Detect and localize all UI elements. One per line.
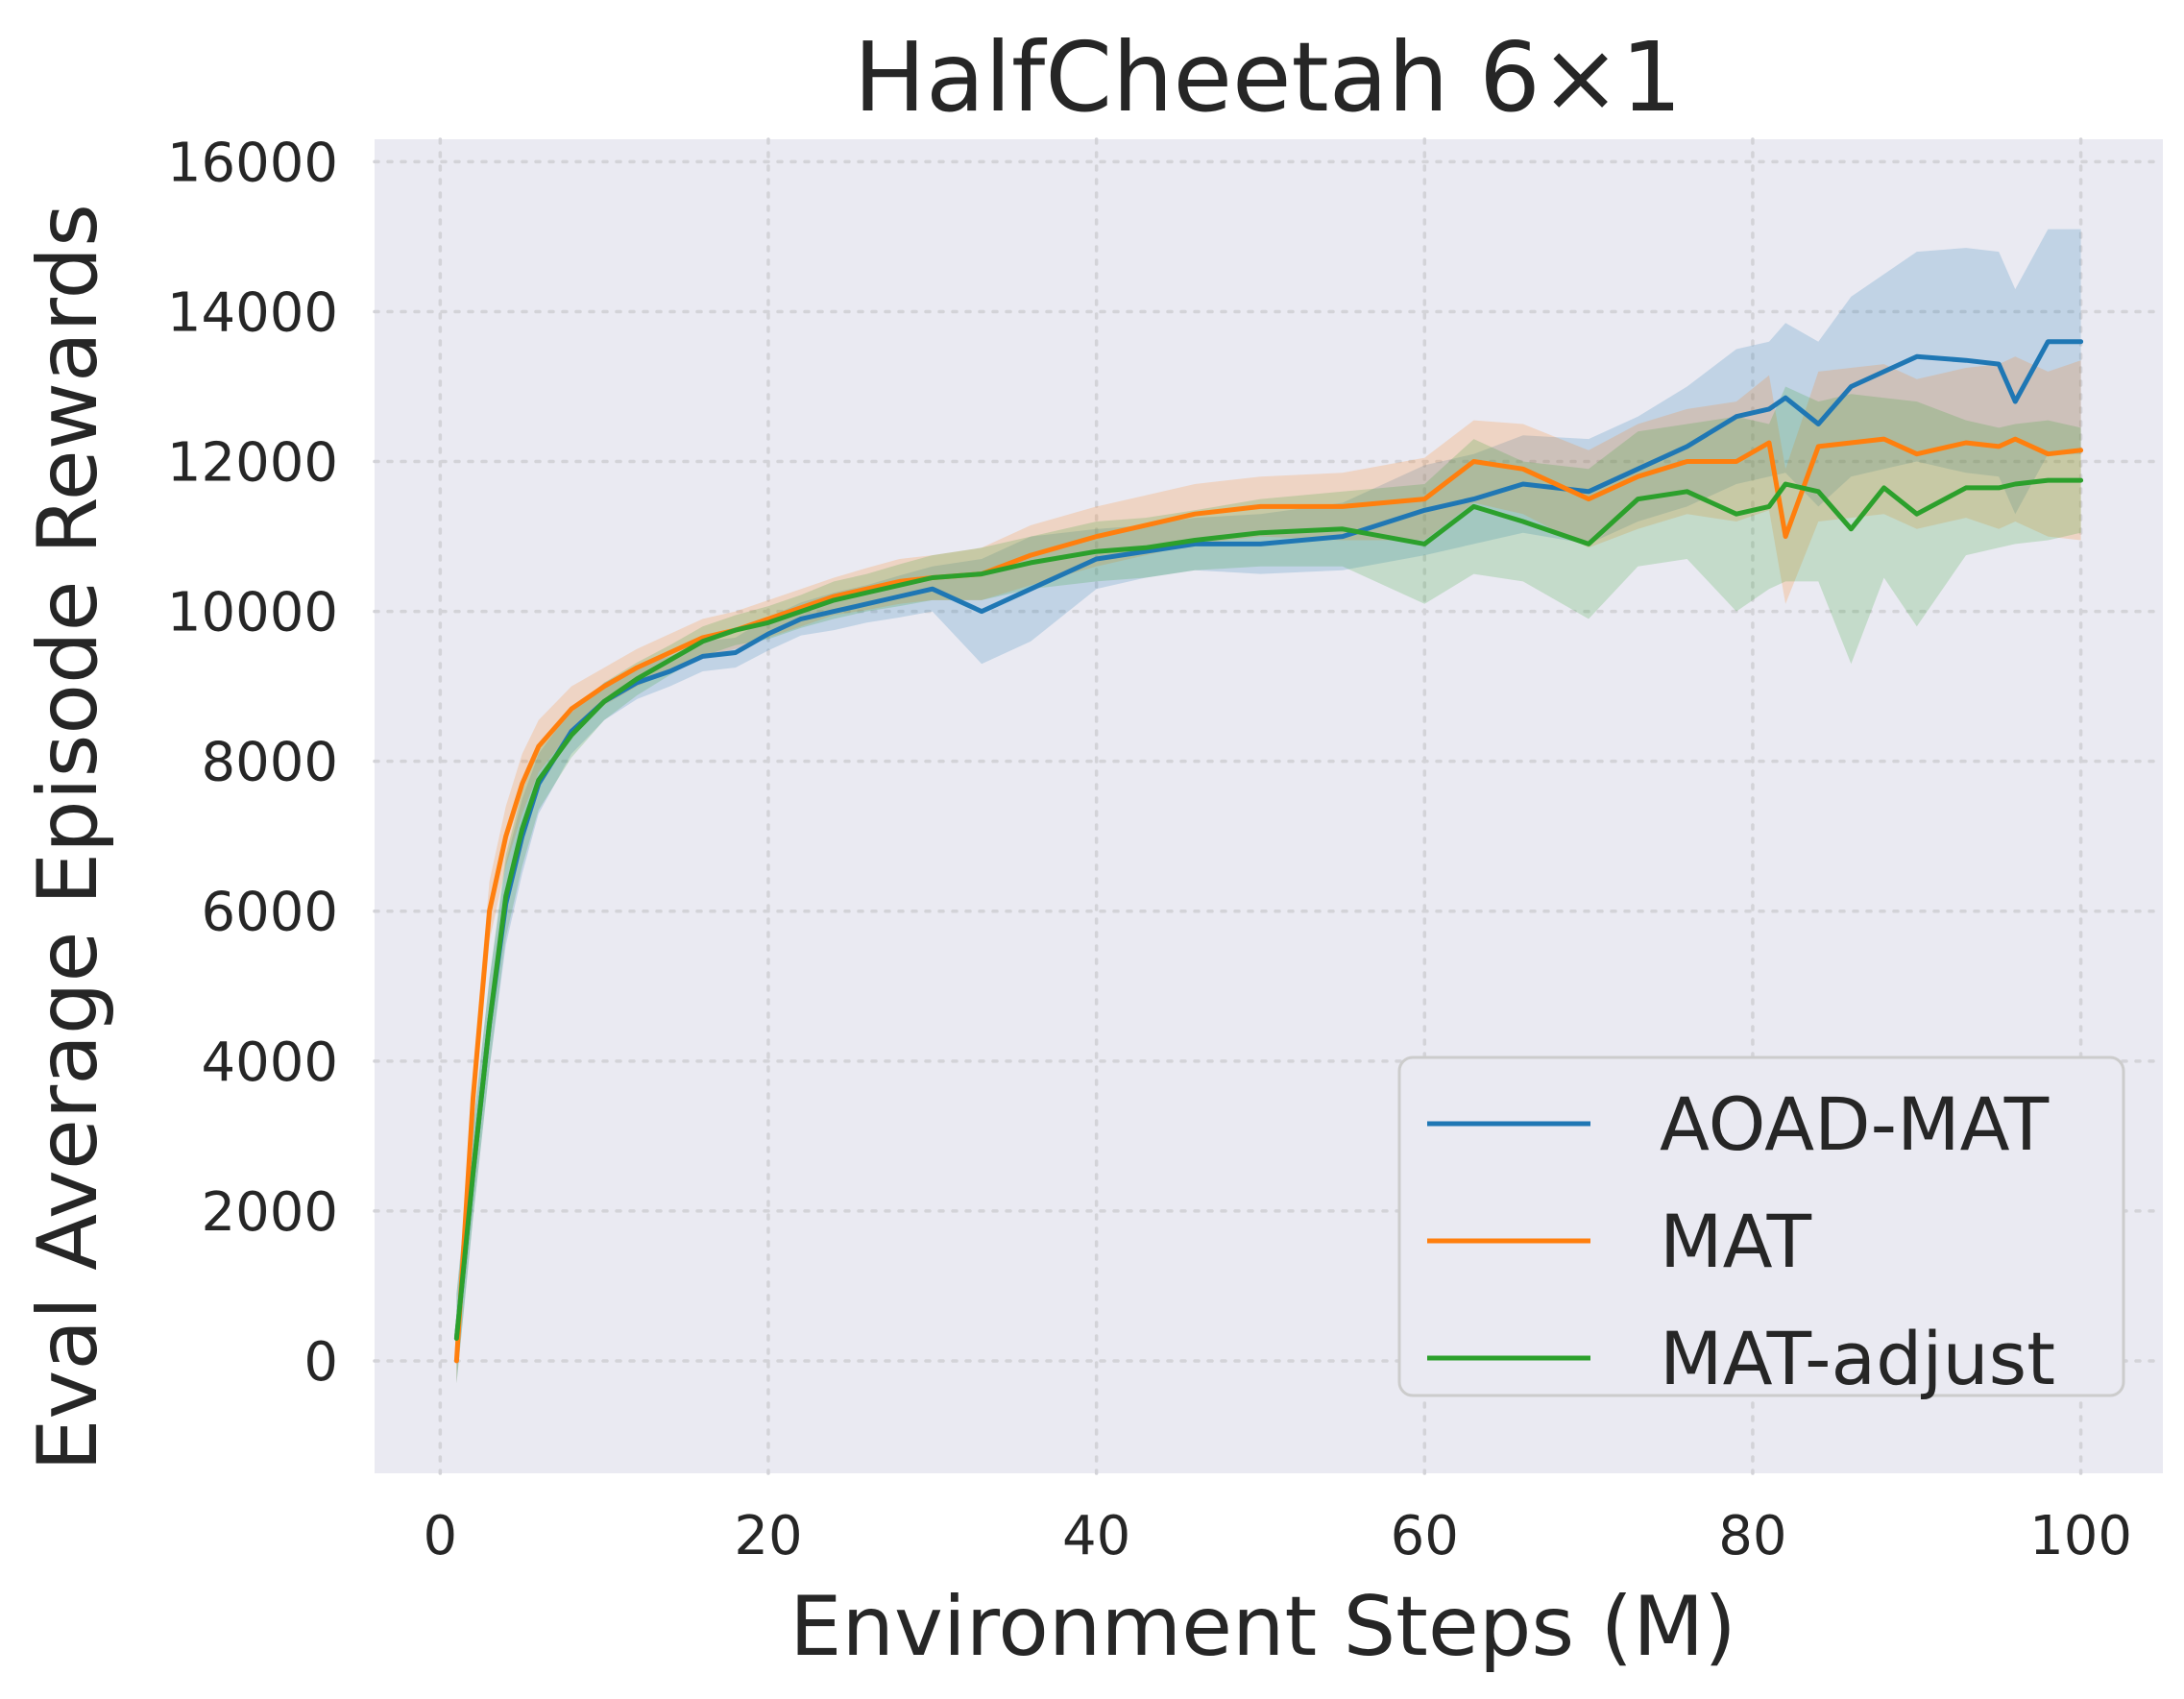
x-tick-label: 100 bbox=[2029, 1505, 2132, 1567]
y-tick-label: 6000 bbox=[201, 882, 338, 944]
legend-box bbox=[1397, 1056, 2125, 1397]
band-mat-adjust bbox=[456, 386, 2081, 1384]
y-tick-label: 14000 bbox=[167, 281, 338, 344]
y-tick-label: 10000 bbox=[167, 582, 338, 644]
x-axis-title: Environment Steps (M) bbox=[789, 1579, 1736, 1675]
series-lines bbox=[453, 339, 2084, 1364]
x-tick-label: 20 bbox=[734, 1505, 802, 1567]
y-tick-label: 12000 bbox=[167, 432, 338, 495]
legend-label-mat: MAT bbox=[1660, 1199, 1812, 1284]
band-mat bbox=[456, 356, 2081, 1384]
confidence-bands bbox=[456, 229, 2081, 1384]
tick-labels: 0 20 40 60 80 100 0 2000 4000 6000 8000 10000 12000 1… bbox=[167, 132, 2132, 1567]
band-aoad-mat bbox=[456, 229, 2081, 1384]
y-axis-title: Eval Average Episode Rewards bbox=[20, 204, 116, 1471]
legend-label-aoad-mat: AOAD-MAT bbox=[1660, 1081, 2050, 1167]
legend-label-mat-adjust: MAT-adjust bbox=[1660, 1316, 2055, 1401]
line-mat-adjust bbox=[453, 477, 2084, 1341]
y-tick-label: 2000 bbox=[201, 1181, 338, 1244]
grid bbox=[373, 137, 2165, 1475]
x-tick-label: 80 bbox=[1718, 1505, 1786, 1567]
y-tick-label: 4000 bbox=[201, 1032, 338, 1094]
x-tick-label: 40 bbox=[1062, 1505, 1130, 1567]
y-tick-label: 16000 bbox=[167, 132, 338, 194]
y-tick-label: 8000 bbox=[201, 732, 338, 794]
x-tick-label: 0 bbox=[424, 1505, 458, 1567]
chart-title: HalfCheetah 6×1 bbox=[854, 21, 1682, 133]
legend: AOAD-MAT MAT MAT-adjust bbox=[1397, 1056, 2125, 1401]
x-tick-label: 60 bbox=[1391, 1505, 1459, 1567]
y-tick-label: 0 bbox=[303, 1331, 338, 1394]
line-mat bbox=[453, 436, 2084, 1364]
